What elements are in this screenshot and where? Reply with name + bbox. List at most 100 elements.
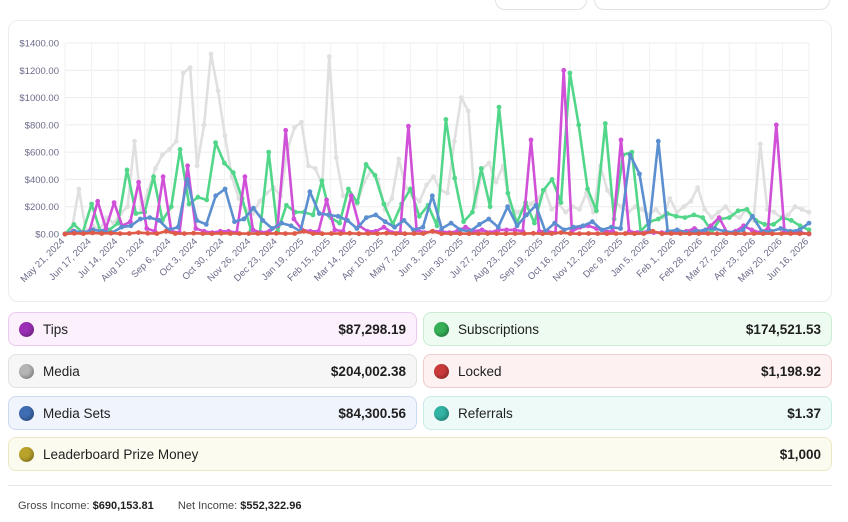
data-point-locked	[108, 230, 114, 236]
data-point-tips	[561, 67, 567, 73]
data-point-locked	[531, 230, 536, 236]
data-point-locked	[356, 231, 362, 237]
data-point-tips	[716, 215, 722, 221]
data-point-media-sets	[505, 204, 510, 210]
data-point-tips	[512, 227, 518, 233]
data-point-subscriptions	[372, 172, 378, 178]
data-point-media	[785, 212, 791, 218]
data-point-tips	[283, 127, 289, 133]
y-tick-label: $800.00	[25, 120, 59, 131]
filter-pill[interactable]	[495, 0, 587, 10]
data-point-media-sets	[750, 213, 755, 219]
data-point-locked	[586, 231, 591, 236]
data-point-media	[723, 204, 728, 210]
data-point-media	[549, 207, 555, 212]
data-point-media-sets	[354, 226, 360, 231]
leaderboard-color-dot	[19, 446, 34, 462]
data-point-media	[528, 201, 534, 207]
data-point-locked	[448, 231, 454, 236]
locked-color-dot	[434, 363, 449, 379]
data-point-media-sets	[429, 193, 435, 199]
data-point-locked	[273, 230, 279, 236]
data-point-media	[292, 125, 297, 130]
data-point-media	[417, 198, 422, 204]
data-point-media	[166, 147, 172, 152]
stat-referrals[interactable]: Referrals $1.37	[423, 396, 832, 430]
data-point-media	[681, 204, 687, 210]
data-point-media-sets	[533, 202, 539, 208]
y-tick-label: $1000.00	[19, 93, 59, 104]
y-tick-label: $600.00	[25, 148, 59, 159]
data-point-media-sets	[740, 227, 746, 233]
data-point-locked	[439, 231, 444, 237]
data-point-media-sets	[599, 227, 605, 233]
stat-subscriptions[interactable]: Subscriptions $174,521.53	[423, 312, 832, 346]
data-point-media	[716, 209, 721, 215]
data-point-locked	[760, 231, 766, 237]
data-point-locked	[182, 231, 187, 237]
data-point-media	[709, 215, 715, 221]
data-point-media	[757, 141, 763, 147]
data-point-subscriptions	[230, 170, 236, 176]
date-range-pill[interactable]	[594, 0, 830, 10]
data-point-locked	[595, 231, 601, 237]
data-point-media-sets	[269, 226, 275, 231]
data-point-locked	[136, 230, 141, 236]
media-sets-color-dot	[19, 405, 34, 421]
data-point-subscriptions	[487, 204, 493, 210]
referrals-color-dot	[434, 405, 449, 421]
y-tick-label: $0.00	[35, 230, 59, 241]
data-point-subscriptions	[177, 147, 183, 152]
data-point-tips	[332, 227, 338, 233]
data-point-locked	[549, 231, 555, 237]
data-point-subscriptions	[726, 215, 732, 221]
stat-media-sets-value: $84,300.56	[338, 405, 406, 421]
data-point-media-sets	[316, 211, 322, 216]
data-point-tips	[749, 227, 755, 233]
data-point-locked	[126, 231, 132, 236]
footer-divider	[8, 485, 832, 486]
media-color-dot	[19, 363, 34, 379]
data-point-media	[208, 51, 214, 57]
data-point-media-sets	[119, 224, 124, 230]
y-tick-label: $1400.00	[19, 39, 59, 50]
stat-locked[interactable]: Locked $1,198.92	[423, 354, 832, 388]
data-point-media	[326, 54, 332, 59]
data-point-locked	[769, 231, 775, 237]
data-point-media	[173, 138, 179, 144]
data-point-locked	[797, 231, 803, 237]
data-point-media-sets	[797, 227, 802, 233]
data-point-tips	[765, 226, 771, 231]
data-point-subscriptions	[89, 201, 94, 207]
data-point-locked	[714, 231, 720, 237]
data-point-media	[340, 193, 346, 199]
data-point-locked	[117, 231, 123, 237]
data-point-subscriptions	[744, 207, 750, 212]
stat-tips[interactable]: Tips $87,298.19	[8, 312, 417, 346]
stat-leaderboard-label: Leaderboard Prize Money	[43, 446, 199, 462]
stat-media[interactable]: Media $204,002.38	[8, 354, 417, 388]
data-point-locked	[62, 231, 68, 237]
data-point-subscriptions	[204, 197, 210, 203]
data-point-locked	[705, 231, 711, 236]
data-point-media	[493, 179, 499, 185]
data-point-subscriptions	[363, 162, 369, 167]
data-point-subscriptions	[452, 175, 458, 181]
gross-income-label: Gross Income:	[18, 500, 90, 512]
data-point-subscriptions	[673, 213, 679, 219]
data-point-media-sets	[486, 216, 492, 222]
income-summary: Gross Income: $690,153.81 Net Income: $5…	[18, 500, 301, 512]
data-point-media	[396, 156, 402, 162]
data-point-media	[431, 174, 436, 180]
stat-media-sets[interactable]: Media Sets $84,300.56	[8, 396, 417, 430]
tips-color-dot	[19, 321, 34, 337]
stat-leaderboard-prize-money[interactable]: Leaderboard Prize Money $1,000	[8, 437, 832, 471]
data-point-media-sets	[137, 216, 143, 222]
data-point-locked	[90, 230, 95, 236]
data-point-locked	[255, 231, 261, 236]
data-point-subscriptions	[354, 200, 360, 206]
data-point-locked	[577, 231, 582, 237]
data-point-media	[486, 160, 492, 166]
data-point-locked	[751, 231, 757, 236]
data-point-subscriptions	[549, 177, 555, 182]
